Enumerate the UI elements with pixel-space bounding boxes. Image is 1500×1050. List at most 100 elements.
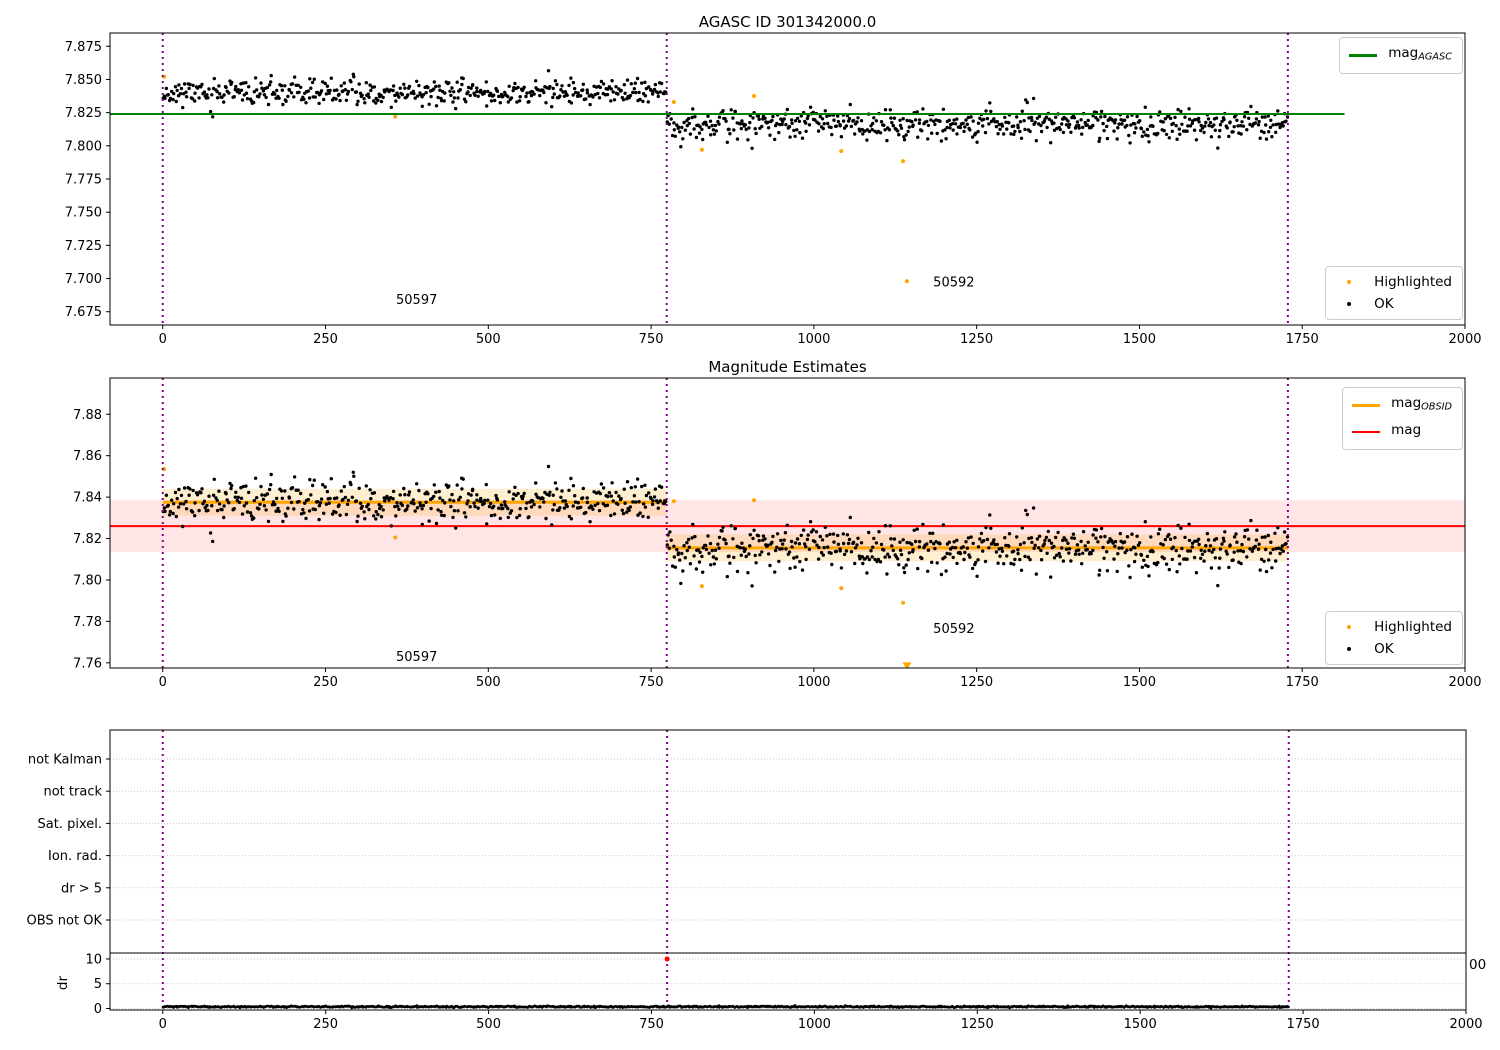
highlighted-dot-icon: [1334, 624, 1364, 630]
dr-axis-label: dr: [55, 975, 71, 991]
y-tick-label: 7.88: [73, 408, 102, 423]
x-tick-label: 1750: [1286, 332, 1319, 347]
x-tick-label: 1500: [1123, 332, 1156, 347]
x-tick-label: 500: [476, 332, 501, 347]
legend-label-highlighted: Highlighted: [1374, 274, 1452, 290]
y-tick-label: 7.675: [65, 305, 102, 320]
legend-mag-agasc: magAGASC: [1339, 37, 1463, 74]
dr-tick-label: 5: [94, 977, 102, 992]
dr-points: [161, 1004, 1290, 1010]
x-tick-label: 1500: [1123, 675, 1156, 690]
legend-row-highlighted: Highlighted: [1334, 272, 1452, 292]
y-tick-label: 7.875: [65, 40, 102, 55]
x-tick-label: 2000: [1448, 332, 1481, 347]
legend-row-mag-obsid: magOBSID: [1351, 393, 1452, 418]
legend-row-mag: mag: [1351, 420, 1452, 445]
legend-label-mag-agasc: magAGASC: [1388, 45, 1452, 63]
x-tick-label: 250: [313, 332, 338, 347]
legend-row-highlighted: Highlighted: [1334, 617, 1452, 637]
ok-points: [161, 464, 1290, 588]
top-panel-title: AGASC ID 301342000.0: [698, 13, 877, 31]
middle-panel: 50597 50592 0 250 500 750 1000 1250 1500 1750 2000…: [73, 378, 1482, 690]
obsid-annotation: 50597: [396, 650, 437, 665]
mag-obsid-line-icon: [1351, 404, 1381, 407]
x-tick-label: 500: [476, 675, 501, 690]
x-tick-label: 750: [639, 675, 664, 690]
x-tick-label: 750: [639, 1017, 664, 1032]
dr-outlier-point: [664, 956, 670, 962]
ok-dot-icon: [1334, 301, 1364, 307]
legend-row-mag-agasc: magAGASC: [1348, 43, 1452, 68]
legend-label-highlighted: Highlighted: [1374, 619, 1452, 635]
legend-mag-lines: magOBSID mag: [1342, 387, 1463, 451]
middle-panel-spines: [109, 377, 1466, 669]
x-tick-label: 0: [159, 675, 167, 690]
x-tick-label: 750: [639, 332, 664, 347]
y-tick-label: 7.750: [65, 206, 102, 221]
legend-row-ok: OK: [1334, 294, 1452, 314]
y-tick-label: 7.725: [65, 239, 102, 254]
y-tick-label: 7.82: [73, 532, 102, 547]
mag-line-icon: [1351, 430, 1381, 434]
y-tick-label: 7.86: [73, 449, 102, 464]
legend-middle-points: Highlighted OK: [1325, 611, 1463, 665]
legend-row-ok: OK: [1334, 639, 1452, 659]
x-tick-label: 250: [313, 675, 338, 690]
clipped-tick-label: 00: [1469, 957, 1487, 973]
y-tick-label: 7.80: [73, 573, 102, 588]
y-tick-label: 7.850: [65, 73, 102, 88]
y-tick-label: 7.84: [73, 491, 102, 506]
highlighted-triangle-marker: [902, 662, 912, 668]
x-tick-label: 2000: [1449, 1017, 1482, 1032]
flags-panel-spines: [109, 729, 1467, 1011]
y-tick-label: 7.78: [73, 615, 102, 630]
top-panel-spines: [109, 32, 1466, 326]
x-tick-label: 1500: [1124, 1017, 1157, 1032]
dr-tick-label: 0: [94, 1002, 102, 1017]
x-tick-label: 0: [159, 332, 167, 347]
y-tick-label: 7.800: [65, 139, 102, 154]
flag-category-label: Sat. pixel.: [38, 817, 102, 832]
ok-points: [161, 69, 1290, 150]
legend-label-ok: OK: [1374, 296, 1394, 312]
legend-top-points: Highlighted OK: [1325, 266, 1463, 320]
x-tick-label: 0: [159, 1017, 167, 1032]
x-tick-label: 1000: [798, 1017, 831, 1032]
x-tick-label: 2000: [1448, 675, 1481, 690]
legend-label-ok: OK: [1374, 641, 1394, 657]
x-tick-label: 1250: [960, 675, 993, 690]
flag-category-label: OBS not OK: [27, 914, 103, 929]
flag-category-label: dr > 5: [61, 881, 102, 896]
y-tick-label: 7.775: [65, 173, 102, 188]
middle-panel-title: Magnitude Estimates: [708, 358, 867, 376]
dr-panel: 0 5 10: [85, 952, 1466, 1017]
x-tick-label: 1250: [961, 1017, 994, 1032]
flags-panel: not Kalman not track Sat. pixel. Ion. rad. d…: [27, 730, 1483, 1032]
y-tick-label: 7.700: [65, 272, 102, 287]
mag-agasc-line-icon: [1348, 54, 1378, 57]
x-tick-label: 1000: [797, 332, 830, 347]
x-tick-label: 1750: [1286, 675, 1319, 690]
legend-label-mag: mag: [1391, 421, 1422, 438]
x-tick-label: 500: [476, 1017, 501, 1032]
highlighted-points: [162, 74, 909, 284]
y-tick-label: 7.76: [73, 656, 102, 671]
x-tick-label: 1000: [797, 675, 830, 690]
ok-dot-icon: [1334, 646, 1364, 652]
x-tick-label: 1750: [1287, 1017, 1320, 1032]
x-tick-label: 1250: [960, 332, 993, 347]
legend-label-mag-obsid: magOBSID: [1391, 395, 1452, 413]
flag-category-label: not track: [43, 785, 102, 800]
top-panel: 50597 50592 0 250 500 750 1000 1250 1500 1750 2000…: [65, 33, 1482, 347]
y-tick-label: 7.825: [65, 106, 102, 121]
obsid-annotation: 50597: [396, 293, 437, 308]
obsid-annotation: 50592: [933, 276, 974, 291]
dr-tick-label: 10: [85, 952, 102, 967]
highlighted-dot-icon: [1334, 279, 1364, 285]
x-tick-label: 250: [313, 1017, 338, 1032]
flag-category-label: Ion. rad.: [48, 849, 102, 864]
flag-category-label: not Kalman: [28, 753, 102, 768]
obsid-annotation: 50592: [933, 622, 974, 637]
